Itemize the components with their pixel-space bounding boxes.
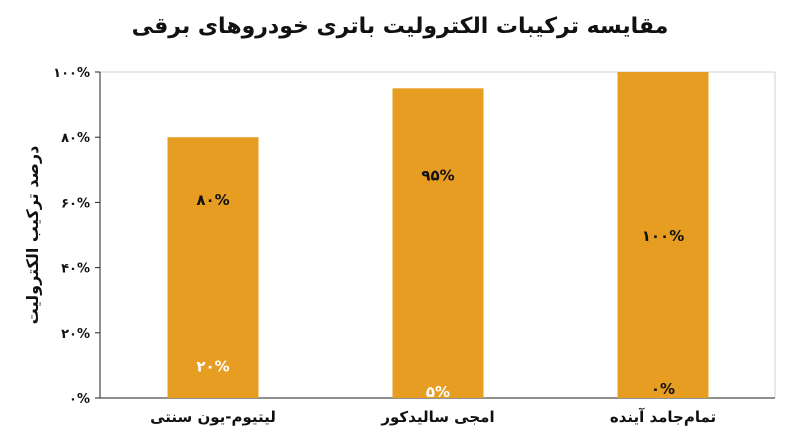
- y-tick-label: ۸۰%: [61, 131, 90, 146]
- y-tick-label: ۱۰۰%: [53, 66, 90, 81]
- labels: ۲۰% ۸۰% ۵% ۹۵% ۰% ۱۰۰%: [196, 167, 684, 401]
- bar-segment: [392, 88, 484, 399]
- bar-segment: [167, 137, 259, 398]
- y-tick-label: ۶۰%: [61, 196, 90, 211]
- x-category-label: لیتیوم-یون سنتی: [150, 408, 276, 426]
- data-label: ۰%: [651, 380, 675, 398]
- axes: ۰% ۲۰% ۴۰% ۶۰% ۸۰% ۱۰۰% درصد ترکیب الکترولیت لی…: [23, 66, 776, 426]
- data-label: ۵%: [426, 383, 450, 401]
- y-tick-label: ۰%: [69, 392, 90, 407]
- bar-segment: [617, 72, 709, 398]
- x-category-label: امجی سالیدکور: [380, 408, 494, 426]
- data-label: ۲۰%: [196, 357, 229, 375]
- y-axis-label: درصد ترکیب الکترولیت: [23, 146, 42, 325]
- data-label: ۱۰۰%: [642, 227, 685, 245]
- chart-title: مقایسه ترکیبات الکترولیت باتری خودروهای …: [131, 14, 669, 39]
- data-label: ۹۵%: [421, 167, 454, 185]
- y-tick-label: ۴۰%: [61, 262, 90, 277]
- data-label: ۸۰%: [196, 191, 229, 209]
- bars: [167, 72, 709, 399]
- x-category-label: تمام‌جامد آینده: [610, 408, 716, 426]
- y-tick-label: ۲۰%: [61, 327, 90, 342]
